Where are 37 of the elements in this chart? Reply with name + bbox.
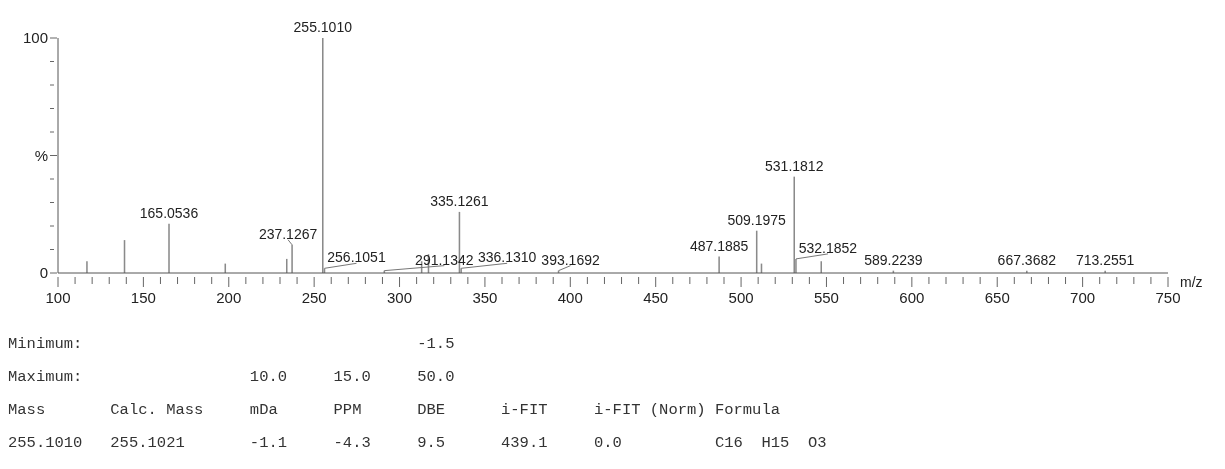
annotation: 509.1975 (727, 211, 787, 228)
annotation: 335.1261 (430, 192, 489, 209)
annotation: 532.1852 (798, 239, 858, 256)
annotation: 237.1267 (258, 225, 318, 242)
x-axis-title: m/z (1180, 274, 1203, 290)
annotation: 255.1010 (293, 19, 353, 35)
text: Minimum: -1.5 (8, 334, 456, 355)
x-tick-label: 700 (1070, 289, 1096, 306)
annotation: 256.1051 (327, 249, 386, 266)
annotation: 393.1692 (541, 251, 600, 268)
x-tick-label: 150 (130, 289, 156, 306)
annotation: 589.2239 (864, 251, 923, 268)
text: 255.1010 255.1021 -1.1 -4.3 9.5 439.1 0.0 C16 H15 O3 (8, 433, 828, 454)
text: Maximum: 10.0 15.0 50.0 (8, 367, 456, 388)
x-tick-label: 300 (387, 289, 413, 306)
annotation: 713.2551 (1075, 251, 1135, 268)
annotation: 291.1342 (415, 251, 474, 268)
annotation: 336.1310 (477, 249, 537, 266)
x-tick-label: 400 (557, 289, 583, 306)
text: Mass Calc. Mass mDa PPM DBE i-FIT i-FIT (Norm) Formula (8, 400, 782, 421)
annotation: 487.1885 (689, 237, 749, 254)
x-tick-label: 750 (1155, 289, 1181, 306)
x-tick-label: 600 (899, 289, 925, 306)
y-tick-label: 100 (22, 29, 48, 46)
annotation: 165.0536 (139, 204, 199, 221)
x-tick-label: 100 (45, 289, 71, 306)
x-tick-label: 550 (813, 289, 839, 306)
annotation: 531.1812 (765, 157, 824, 174)
x-tick-label: 450 (643, 289, 669, 306)
x-tick-label: 650 (984, 289, 1010, 306)
y-tick-label: % (34, 146, 48, 164)
x-tick-label: 200 (216, 289, 242, 306)
x-tick-label: 350 (472, 289, 498, 306)
x-tick-label: 250 (301, 289, 327, 306)
y-tick-label: 0 (39, 264, 48, 281)
annotation: 667.3682 (997, 251, 1057, 268)
x-tick-label: 500 (728, 289, 754, 306)
